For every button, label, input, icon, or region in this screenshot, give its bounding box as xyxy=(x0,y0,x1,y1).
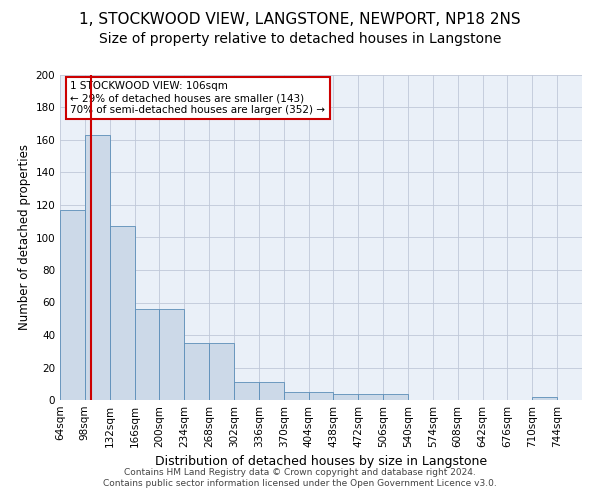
Bar xyxy=(60,210,85,400)
Bar xyxy=(334,394,358,400)
Bar xyxy=(184,343,209,400)
X-axis label: Distribution of detached houses by size in Langstone: Distribution of detached houses by size … xyxy=(155,456,487,468)
Bar xyxy=(284,392,308,400)
Bar xyxy=(358,394,383,400)
Bar xyxy=(85,135,110,400)
Bar xyxy=(308,392,334,400)
Text: Size of property relative to detached houses in Langstone: Size of property relative to detached ho… xyxy=(99,32,501,46)
Bar xyxy=(383,394,408,400)
Bar xyxy=(234,382,259,400)
Bar xyxy=(134,309,160,400)
Text: 1 STOCKWOOD VIEW: 106sqm
← 29% of detached houses are smaller (143)
70% of semi-: 1 STOCKWOOD VIEW: 106sqm ← 29% of detach… xyxy=(70,82,325,114)
Bar xyxy=(110,226,134,400)
Bar xyxy=(259,382,284,400)
Bar xyxy=(209,343,234,400)
Bar xyxy=(532,397,557,400)
Y-axis label: Number of detached properties: Number of detached properties xyxy=(18,144,31,330)
Bar xyxy=(160,309,184,400)
Text: Contains HM Land Registry data © Crown copyright and database right 2024.
Contai: Contains HM Land Registry data © Crown c… xyxy=(103,468,497,487)
Text: 1, STOCKWOOD VIEW, LANGSTONE, NEWPORT, NP18 2NS: 1, STOCKWOOD VIEW, LANGSTONE, NEWPORT, N… xyxy=(79,12,521,28)
